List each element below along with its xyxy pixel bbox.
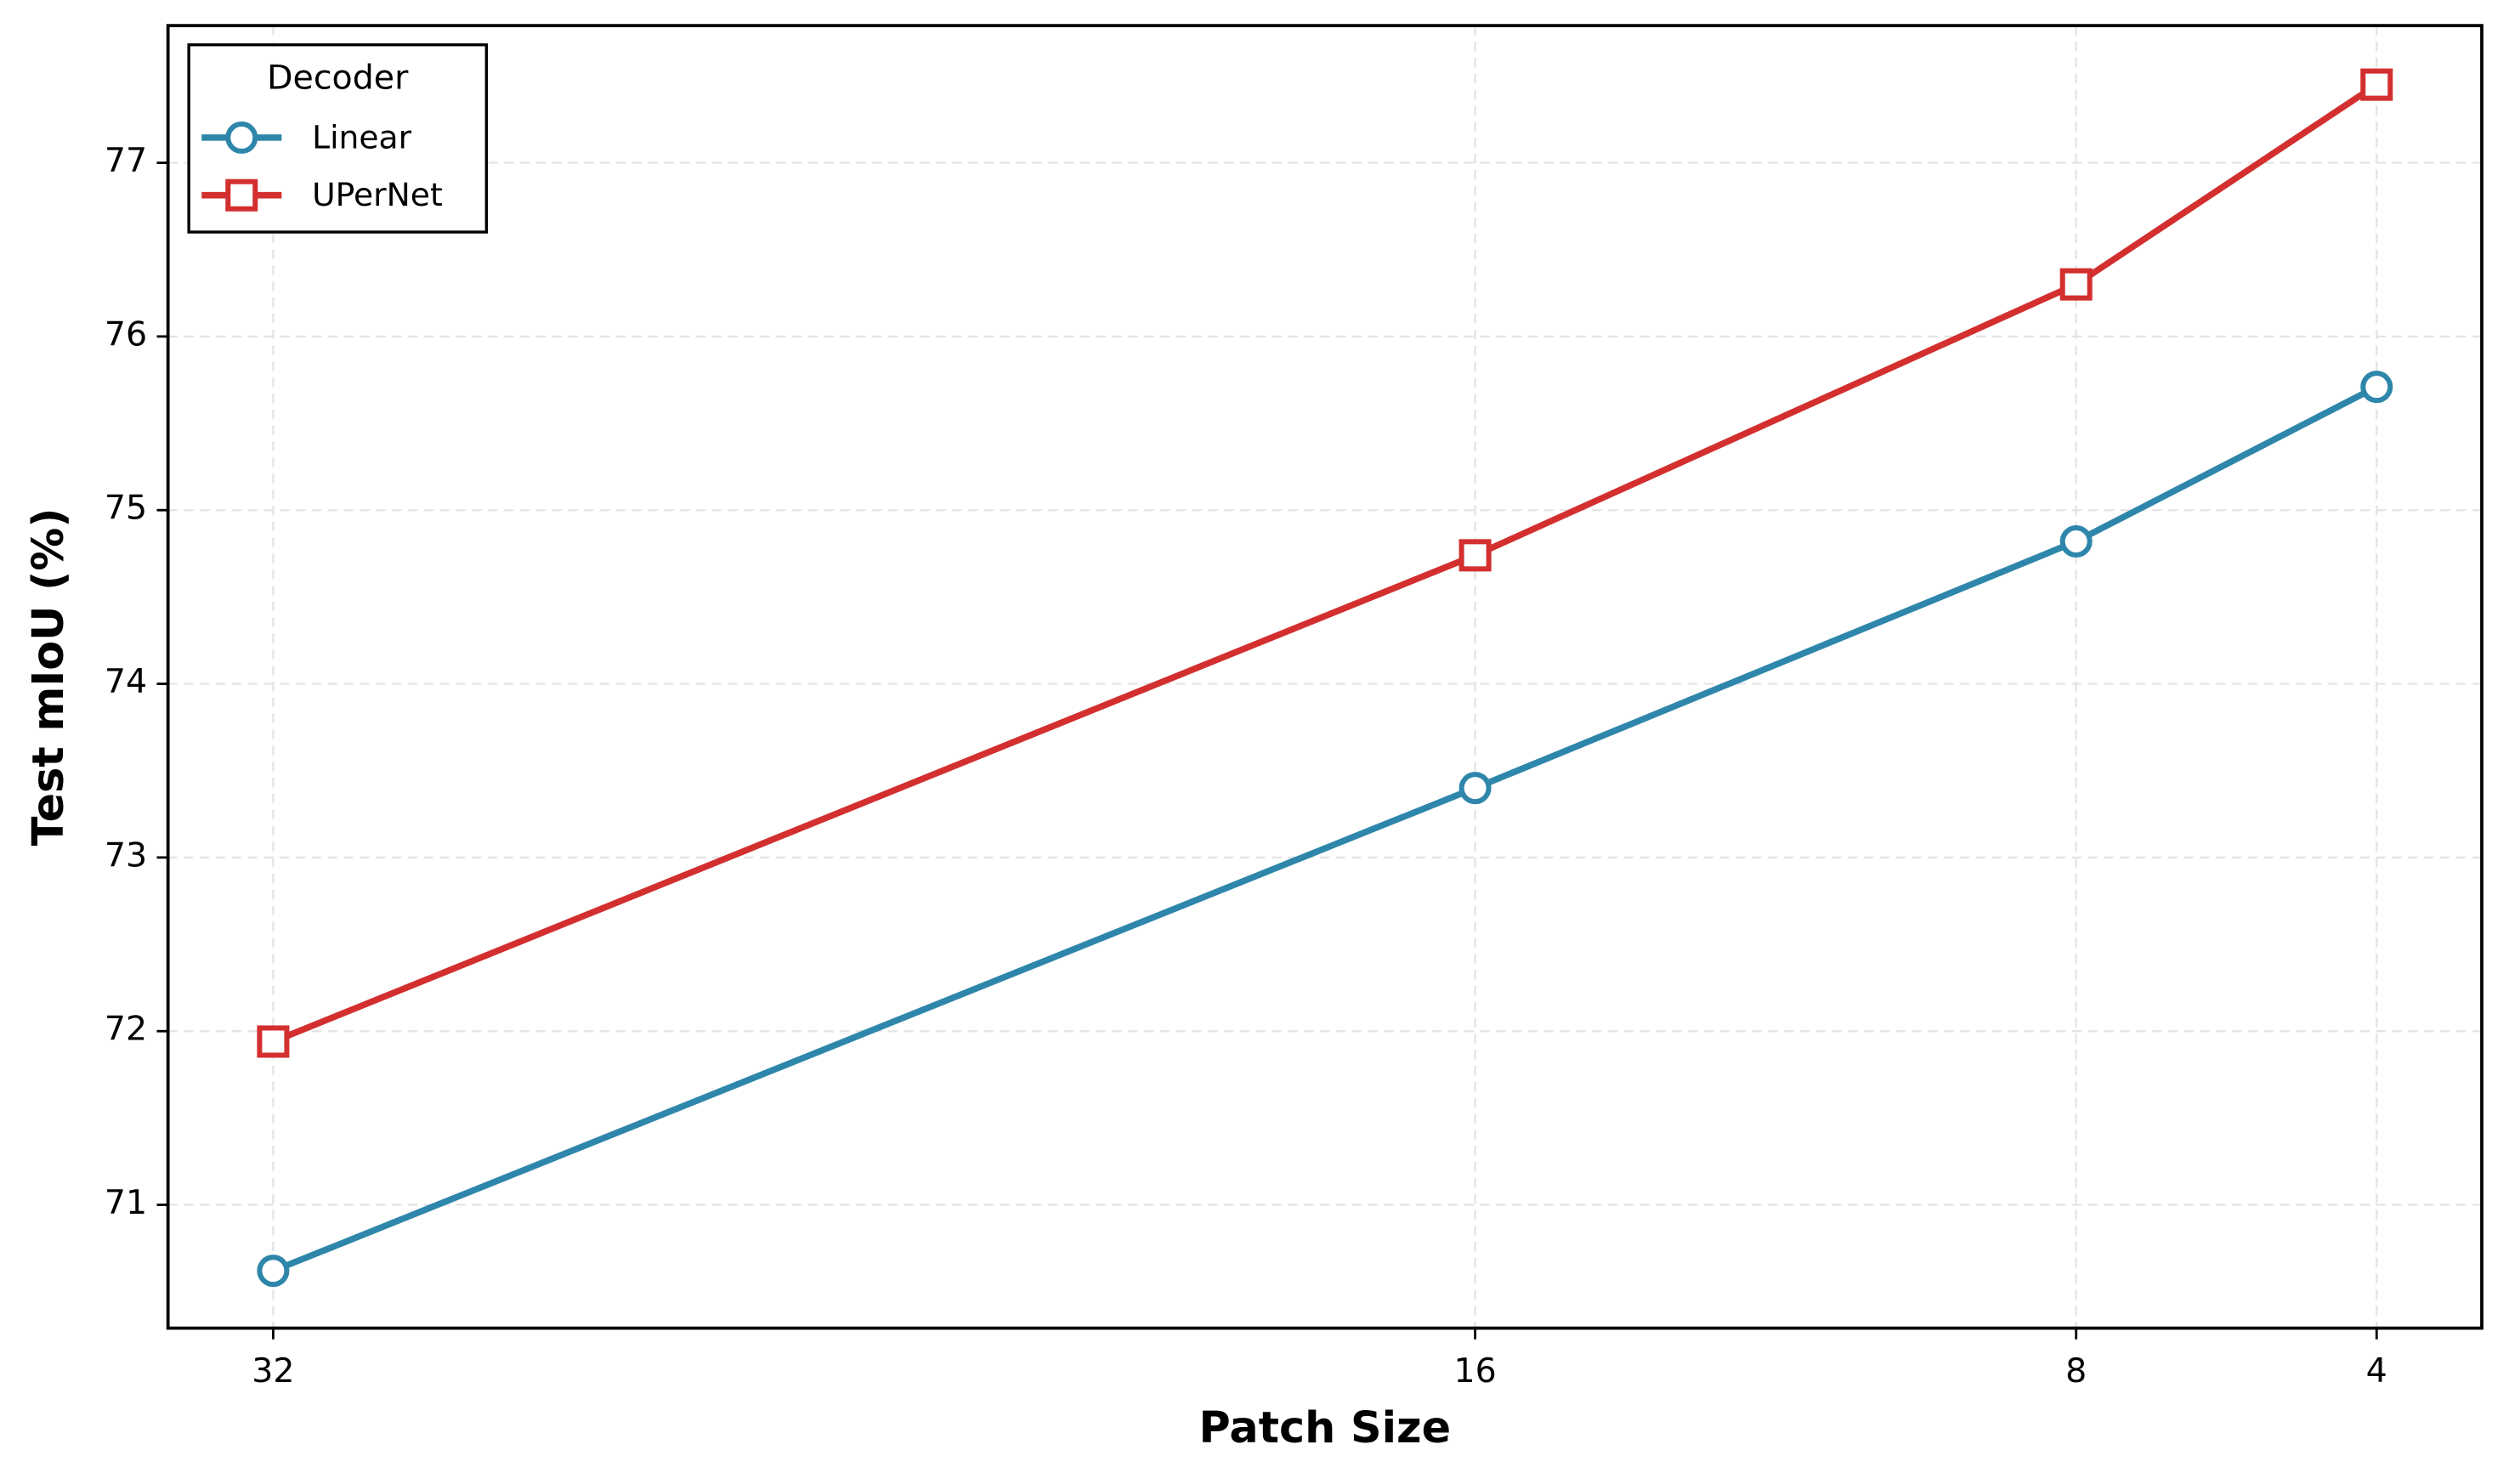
- y-axis-label: Test mIoU (%): [23, 507, 73, 846]
- legend-marker: [225, 121, 258, 154]
- data-point: [2360, 371, 2393, 404]
- legend-label: Linear: [312, 118, 412, 156]
- series-line: [272, 82, 2379, 1045]
- y-tick-label: 74: [105, 662, 147, 701]
- x-tick-label: 8: [2065, 1351, 2087, 1391]
- legend-label: UPerNet: [312, 176, 443, 213]
- y-tick-label: 72: [105, 1010, 147, 1049]
- plot-frame: [166, 24, 2484, 1330]
- x-tick-label: 16: [1453, 1351, 1496, 1391]
- y-tick-label: 73: [105, 835, 147, 875]
- x-axis-label: Patch Size: [1199, 1402, 1452, 1453]
- y-tick-label: 71: [105, 1183, 147, 1222]
- data-point: [2059, 268, 2093, 301]
- legend-title: Decoder: [267, 59, 409, 98]
- y-tick-label: 77: [105, 141, 147, 180]
- y-tick-label: 76: [105, 314, 147, 354]
- data-point: [257, 1025, 290, 1058]
- x-tick-label: 32: [252, 1351, 294, 1391]
- data-point: [2360, 68, 2393, 101]
- y-tick-label: 75: [105, 489, 147, 528]
- series-line: [272, 383, 2378, 1274]
- data-point: [1458, 772, 1492, 805]
- legend-marker: [225, 178, 258, 212]
- data-point: [2059, 524, 2093, 558]
- data-point: [257, 1255, 290, 1288]
- data-point: [1458, 539, 1492, 572]
- x-tick-label: 4: [2366, 1351, 2387, 1391]
